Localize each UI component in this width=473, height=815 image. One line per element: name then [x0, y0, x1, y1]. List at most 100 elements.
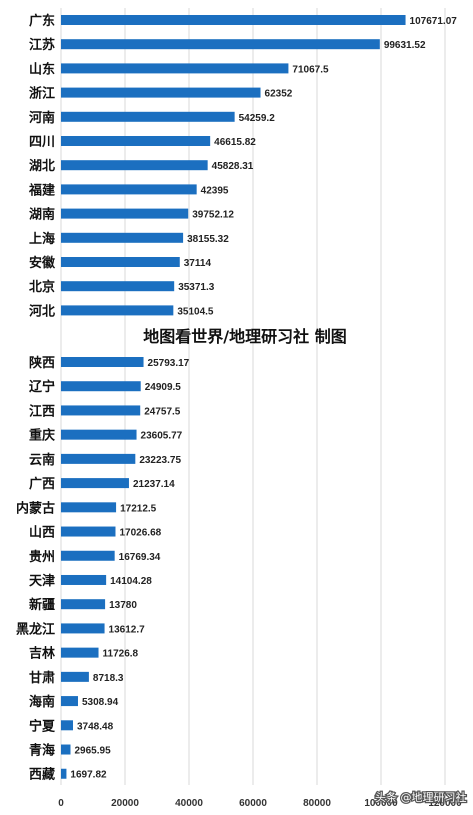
value-label: 13612.7 [109, 624, 146, 635]
value-label: 3748.48 [77, 721, 114, 732]
bar [61, 744, 71, 755]
category-label: 河北 [29, 303, 55, 319]
bar [61, 623, 105, 634]
x-tick-label: 100000 [364, 798, 398, 809]
category-label: 江西 [29, 403, 55, 419]
value-label: 54259.2 [239, 113, 276, 124]
category-label: 河南 [29, 110, 55, 126]
bar [61, 526, 116, 537]
value-label: 35104.5 [177, 306, 214, 317]
category-label: 内蒙古 [16, 500, 55, 516]
value-label: 62352 [265, 89, 293, 100]
value-label: 5308.94 [82, 697, 119, 708]
value-label: 37114 [184, 258, 212, 269]
bar [61, 136, 211, 146]
value-label: 39752.12 [192, 210, 234, 221]
value-label: 107671.07 [410, 16, 458, 27]
value-label: 23605.77 [141, 431, 183, 442]
value-label: 38155.32 [187, 234, 229, 245]
category-label: 福建 [28, 182, 55, 198]
category-label: 吉林 [29, 646, 55, 662]
value-label: 24757.5 [144, 406, 181, 417]
value-label: 16769.34 [119, 552, 161, 563]
category-label: 青海 [29, 743, 55, 759]
category-label: 重庆 [29, 428, 55, 444]
category-label: 广西 [29, 476, 55, 492]
category-label: 宁夏 [29, 718, 56, 734]
category-label: 黑龙江 [16, 621, 55, 637]
value-label: 8718.3 [93, 673, 124, 684]
bar [61, 15, 406, 25]
x-tick-label: 40000 [175, 798, 203, 809]
category-label: 云南 [29, 452, 55, 468]
category-labels: 广东江苏山东浙江河南四川湖北福建湖南上海安徽北京河北陕西辽宁江西重庆云南广西内蒙… [16, 13, 56, 783]
value-label: 99631.52 [384, 40, 426, 51]
category-label: 湖南 [29, 207, 55, 223]
value-label: 2965.95 [74, 746, 111, 757]
chart-title: 地图看世界/地理研习社 制图 [143, 327, 346, 346]
bar [61, 87, 261, 98]
bar [61, 574, 107, 585]
watermark: 头条 @地理研习社 [374, 789, 468, 806]
category-label: 陕西 [29, 355, 55, 371]
bar [61, 381, 141, 392]
bar [61, 405, 141, 416]
x-tick-label: 60000 [239, 798, 267, 809]
watermark-text: 头条 @地理研习社 [375, 790, 467, 804]
category-label: 江苏 [29, 37, 55, 53]
bar [61, 281, 175, 292]
x-tick-label: 0 [58, 798, 64, 809]
category-label: 山东 [29, 61, 55, 77]
bar [61, 184, 197, 195]
category-label: 海南 [29, 694, 55, 710]
value-label: 23223.75 [139, 455, 181, 466]
bar [61, 429, 137, 440]
bar [61, 696, 78, 707]
category-label: 西藏 [29, 767, 55, 783]
category-label: 新疆 [29, 597, 55, 613]
grid-lines [60, 8, 446, 785]
bar [61, 160, 208, 171]
value-label: 17026.68 [119, 528, 161, 539]
value-label: 24909.5 [145, 382, 182, 393]
category-label: 上海 [29, 231, 55, 247]
value-label: 14104.28 [110, 576, 152, 587]
value-label: 1697.82 [70, 770, 107, 781]
value-label: 11726.8 [103, 649, 139, 660]
value-label: 71067.5 [292, 64, 329, 75]
bar [61, 671, 89, 682]
bar [61, 502, 117, 513]
bar [61, 478, 129, 489]
category-label: 天津 [29, 573, 55, 589]
value-label: 35371.3 [178, 282, 215, 293]
category-label: 贵州 [29, 549, 55, 565]
category-label: 山西 [29, 525, 55, 541]
value-label: 21237.14 [133, 479, 175, 490]
bars [61, 15, 406, 779]
x-tick-labels: 0 20000 40000 60000 80000 100000 120000 [58, 798, 462, 809]
bar [61, 208, 189, 219]
category-label: 湖北 [29, 159, 55, 174]
x-tick-label: 120000 [428, 798, 462, 809]
value-label: 46615.82 [214, 137, 256, 148]
category-label: 浙江 [29, 86, 55, 102]
bar [61, 111, 235, 122]
bar [61, 647, 99, 658]
value-label: 42395 [201, 185, 229, 196]
bar [61, 39, 380, 50]
bar [61, 257, 180, 267]
category-label: 甘肃 [29, 670, 55, 686]
category-label: 四川 [29, 135, 55, 150]
bar [61, 550, 115, 561]
bar [61, 305, 174, 316]
value-label: 25793.17 [148, 358, 190, 369]
value-label: 13780 [109, 600, 137, 611]
bar [61, 453, 136, 464]
category-label: 广东 [29, 13, 55, 29]
bar [61, 599, 106, 610]
value-label: 17212.5 [120, 503, 157, 514]
value-label: 45828.31 [212, 161, 254, 172]
category-label: 辽宁 [29, 379, 55, 395]
bar [61, 720, 73, 731]
